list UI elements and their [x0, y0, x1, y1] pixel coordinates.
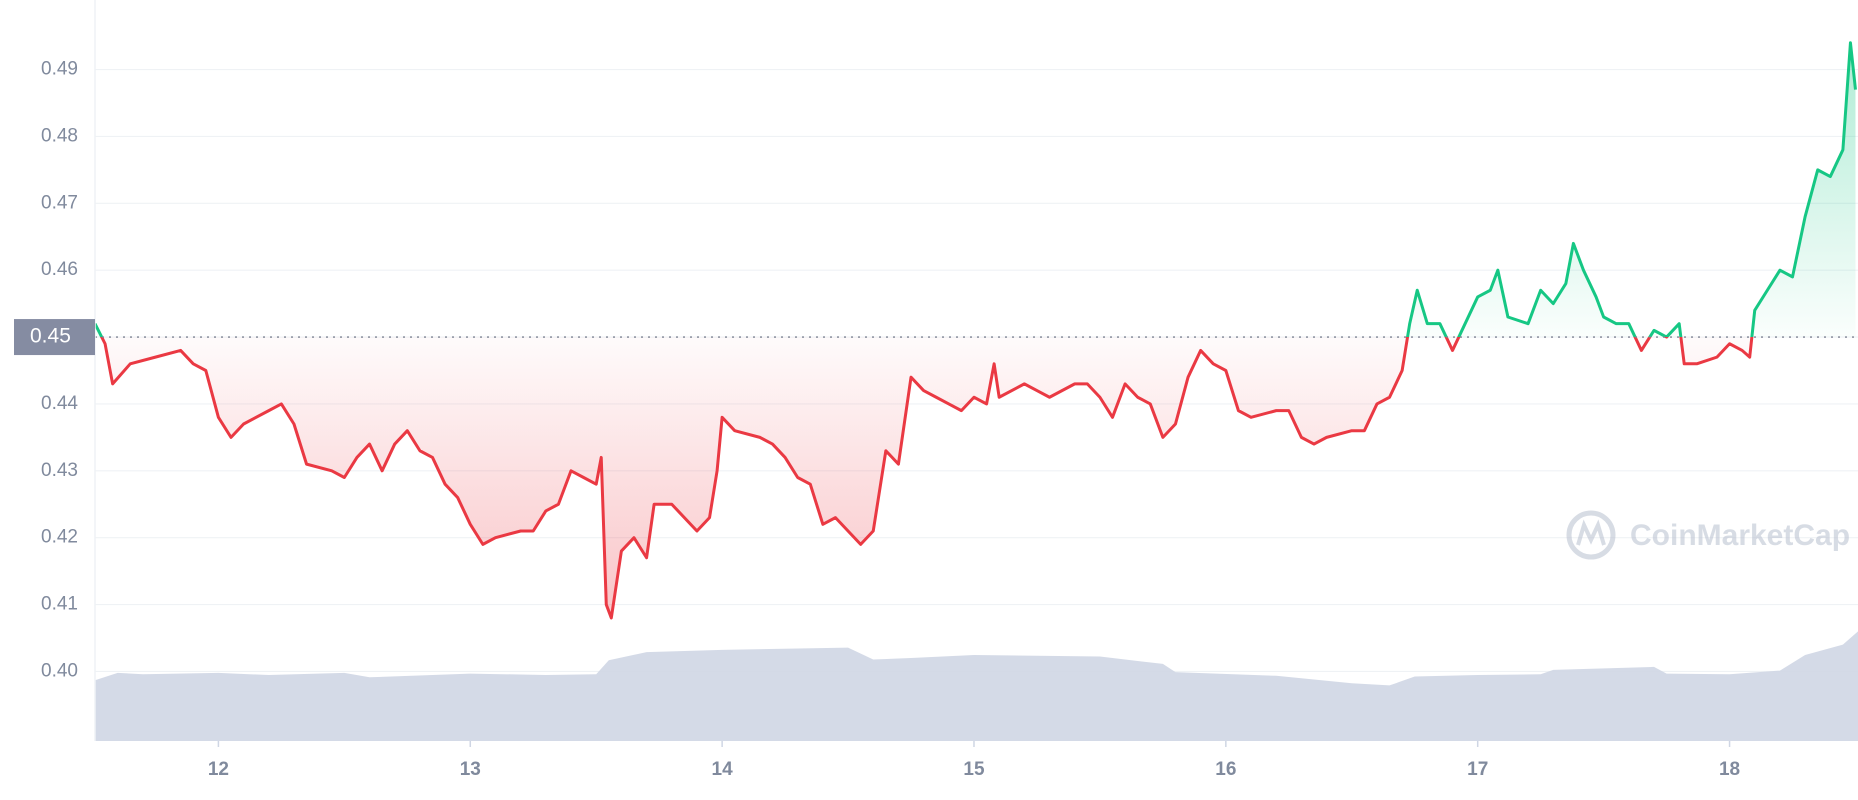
baseline-label-group: 0.45	[14, 319, 95, 356]
x-tick-label: 16	[1215, 759, 1236, 780]
volume-area	[95, 631, 1858, 741]
x-tick-label: 13	[460, 759, 481, 780]
y-tick-label: 0.42	[41, 527, 78, 548]
y-tick-label: 0.41	[41, 594, 78, 615]
axes: 0.400.410.420.430.440.450.460.470.480.49…	[41, 59, 1740, 780]
y-tick-label: 0.40	[41, 660, 78, 681]
watermark: CoinMarketCap	[1566, 510, 1850, 560]
baseline-label-box	[14, 319, 95, 356]
y-tick-label: 0.48	[41, 125, 78, 146]
watermark-logo-mark	[1576, 519, 1606, 546]
x-tick-label: 14	[712, 759, 734, 780]
x-tick-label: 12	[208, 759, 229, 780]
y-tick-label: 0.44	[41, 393, 78, 414]
x-tick-label: 15	[963, 759, 985, 780]
price-area	[95, 42, 1856, 618]
x-tick-label: 18	[1719, 759, 1740, 780]
y-tick-label: 0.43	[41, 460, 78, 481]
x-tick-label: 17	[1467, 759, 1488, 780]
baseline-label: 0.45	[30, 325, 71, 348]
price-line	[93, 41, 1857, 620]
watermark-logo	[1566, 510, 1616, 560]
volume-layer	[95, 631, 1858, 741]
y-tick-label: 0.49	[41, 59, 78, 80]
y-tick-label: 0.47	[41, 192, 78, 213]
y-tick-label: 0.46	[41, 259, 78, 280]
watermark-text: CoinMarketCap	[1630, 519, 1850, 552]
plot-layer	[93, 41, 1858, 620]
